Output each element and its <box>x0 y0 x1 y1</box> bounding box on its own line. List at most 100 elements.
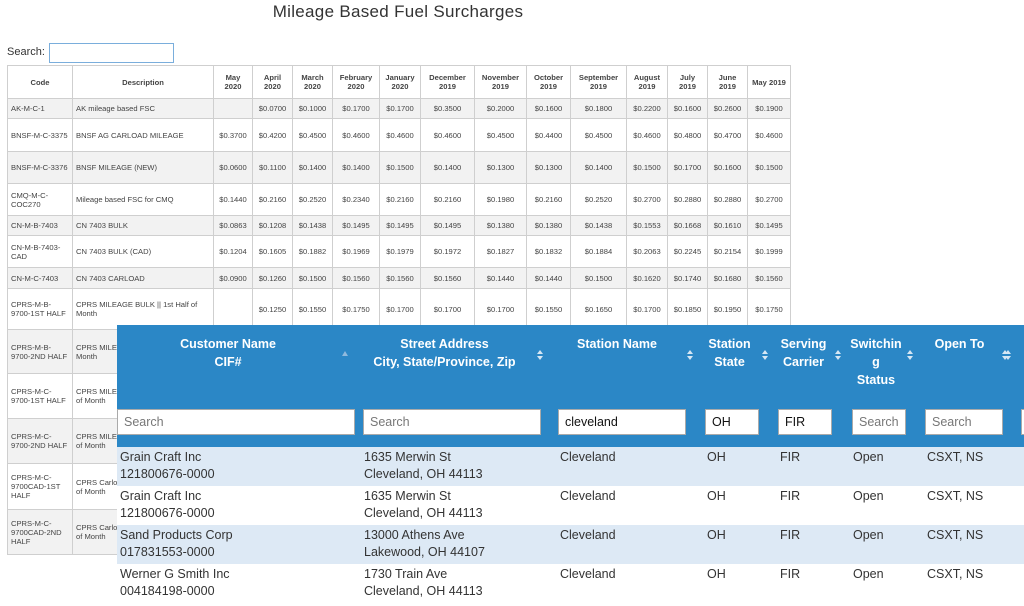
header-line: City, State/Province, Zip <box>373 355 516 369</box>
customer-cell: CSXT, NS <box>927 566 983 583</box>
filter-input[interactable]: Search <box>852 409 906 435</box>
code-cell: CMQ-M-C-COC270 <box>7 183 73 216</box>
surcharge-cell: $0.1750 <box>747 288 791 330</box>
customer-cell: FIR <box>780 449 800 466</box>
customer-cell: 1730 Train Ave Cleveland, OH 44113 <box>364 566 483 600</box>
column-header[interactable]: April 2020 <box>252 65 293 99</box>
surcharge-cell: $0.1600 <box>526 98 571 119</box>
surcharge-cell: $0.1300 <box>526 151 571 184</box>
code-cell: CPRS-M-B-9700-2ND HALF <box>7 329 73 374</box>
surcharge-cell: $0.4600 <box>332 118 380 152</box>
column-header[interactable]: May 2020 <box>213 65 253 99</box>
table-row: BNSF-M-C-3376 BNSF MILEAGE (NEW) $0.0600 $0… <box>7 151 791 184</box>
column-header[interactable]: November 2019 <box>474 65 527 99</box>
filter-input[interactable]: OH <box>705 409 759 435</box>
customer-row[interactable]: Werner G Smith Inc 004184198-0000 1730 Tra… <box>117 564 1024 603</box>
column-header[interactable]: August 2019 <box>626 65 668 99</box>
customer-row[interactable]: Grain Craft Inc 121800676-0000 1635 Merwin… <box>117 447 1024 486</box>
filter-input[interactable]: Search <box>117 409 355 435</box>
customer-cell: Sand Products Corp 017831553-0000 <box>120 527 233 561</box>
cell-line: FIR <box>780 450 801 464</box>
column-header[interactable]: October 2019 <box>526 65 571 99</box>
surcharge-cell: $0.1380 <box>474 215 527 236</box>
sort-icon[interactable] <box>1004 349 1014 361</box>
column-header[interactable]: Serving Carrier <box>775 335 832 371</box>
filter-input[interactable]: cleveland <box>558 409 686 435</box>
filter-input[interactable]: Search <box>363 409 541 435</box>
sort-both <box>687 350 693 360</box>
column-header[interactable]: Open To <box>920 335 999 353</box>
header-line: Street Address <box>400 337 489 351</box>
customer-cell: OH <box>707 449 726 466</box>
cell-line: 017831553-0000 <box>120 545 215 559</box>
column-header[interactable]: June 2019 <box>707 65 748 99</box>
surcharge-cell: $0.1969 <box>332 235 380 268</box>
filter-input[interactable] <box>1021 409 1024 435</box>
code-cell: BNSF-M-C-3376 <box>7 151 73 184</box>
column-header[interactable]: March 2020 <box>292 65 333 99</box>
description-cell: BNSF MILEAGE (NEW) <box>72 151 214 184</box>
filter-input[interactable]: Search <box>925 409 1003 435</box>
column-header[interactable]: February 2020 <box>332 65 380 99</box>
column-header[interactable]: Switchin g Status <box>848 335 904 389</box>
code-cell: BNSF-M-C-3375 <box>7 118 73 152</box>
column-header[interactable]: Customer Name CIF# <box>117 335 339 371</box>
description-cell: CPRS MILEAGE BULK || 1st Half of Month <box>72 288 214 330</box>
column-header[interactable]: December 2019 <box>420 65 475 99</box>
description-cell: AK mileage based FSC <box>72 98 214 119</box>
sort-icon[interactable] <box>761 349 769 361</box>
surcharge-cell: $0.1440 <box>526 267 571 289</box>
code-cell: AK-M-C-1 <box>7 98 73 119</box>
surcharge-cell: $0.1438 <box>570 215 627 236</box>
search-label: Search: <box>7 46 45 58</box>
customer-row[interactable]: Sand Products Corp 017831553-0000 13000 At… <box>117 525 1024 564</box>
column-header[interactable]: September 2019 <box>570 65 627 99</box>
cell-line: CSXT, NS <box>927 489 984 503</box>
search-input[interactable] <box>49 43 174 63</box>
cell-line: FIR <box>780 567 801 581</box>
surcharge-cell: $0.1740 <box>667 267 708 289</box>
surcharge-cell: $0.1380 <box>526 215 571 236</box>
customer-cell: FIR <box>780 488 800 505</box>
column-header[interactable]: Station Name <box>550 335 684 353</box>
surcharge-cell: $0.0900 <box>213 267 253 289</box>
surcharge-cell: $0.1495 <box>379 215 421 236</box>
sort-icon[interactable] <box>341 349 349 361</box>
surcharge-cell: $0.1700 <box>626 288 668 330</box>
surcharge-cell: $0.2520 <box>292 183 333 216</box>
code-cell: CPRS-M-C-9700-1ST HALF <box>7 373 73 419</box>
sort-icon[interactable] <box>834 349 842 361</box>
header-line: Station <box>708 337 751 351</box>
sort-asc <box>342 351 348 356</box>
surcharge-cell: $0.1300 <box>474 151 527 184</box>
surcharge-cell: $0.1500 <box>379 151 421 184</box>
table-row: CPRS-M-B-9700-1ST HALF CPRS MILEAGE BULK … <box>7 288 791 330</box>
column-header[interactable]: Station State <box>700 335 759 371</box>
surcharge-cell: $0.4200 <box>252 118 293 152</box>
column-header[interactable]: May 2019 <box>747 65 791 99</box>
surcharge-cell: $0.1700 <box>379 288 421 330</box>
cell-line: OH <box>707 489 726 503</box>
surcharge-cell: $0.1495 <box>420 215 475 236</box>
surcharge-cell: $0.1400 <box>292 151 333 184</box>
surcharge-cell: $0.1500 <box>626 151 668 184</box>
column-header[interactable]: Street Address City, State/Province, Zip <box>355 335 534 371</box>
surcharge-cell: $0.0700 <box>252 98 293 119</box>
sort-icon[interactable] <box>906 349 914 361</box>
filter-input[interactable]: FIR <box>778 409 832 435</box>
sort-icon[interactable] <box>536 349 544 361</box>
column-header[interactable]: July 2019 <box>667 65 708 99</box>
column-header[interactable]: January 2020 <box>379 65 421 99</box>
surcharge-cell: $0.4600 <box>626 118 668 152</box>
sort-icon[interactable] <box>686 349 694 361</box>
customer-cell: 1635 Merwin St Cleveland, OH 44113 <box>364 488 483 522</box>
column-header[interactable]: Code <box>7 65 73 99</box>
surcharge-cell: $0.1438 <box>292 215 333 236</box>
column-header[interactable]: Description <box>72 65 214 99</box>
surcharge-cell: $0.4600 <box>420 118 475 152</box>
cell-line: Open <box>853 567 884 581</box>
customer-row[interactable]: Grain Craft Inc 121800676-0000 1635 Merwin… <box>117 486 1024 525</box>
surcharge-cell: $0.4600 <box>747 118 791 152</box>
surcharge-cell: $0.2160 <box>252 183 293 216</box>
code-cell: CPRS-M-C-9700CAD-1ST HALF <box>7 463 73 510</box>
